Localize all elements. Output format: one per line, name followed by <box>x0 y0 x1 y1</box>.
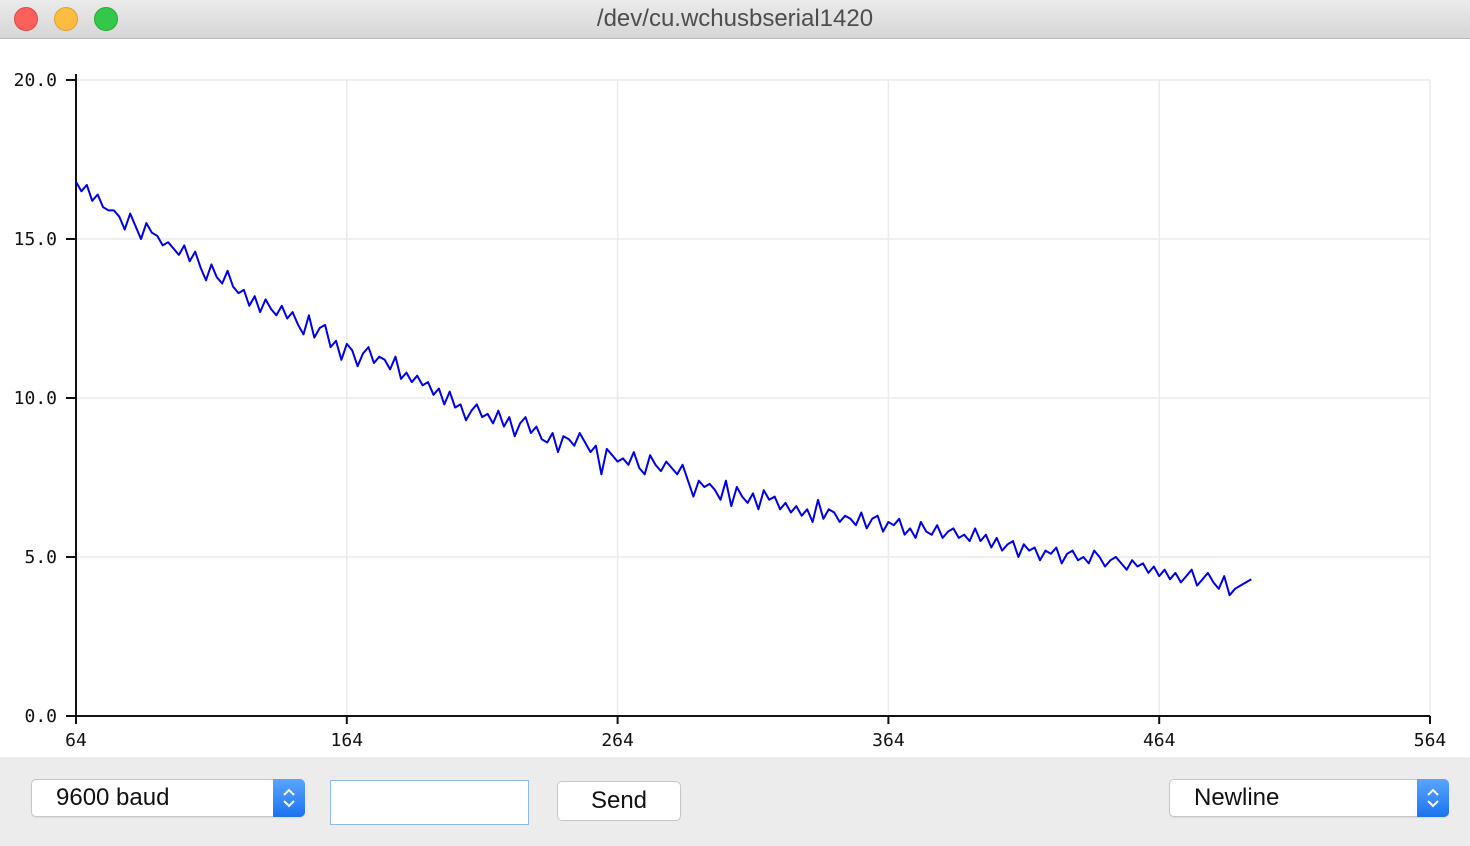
serial-controls-bar: 9600 baud Send Newline <box>0 757 1470 846</box>
select-chevron-icon[interactable] <box>1417 779 1449 817</box>
y-tick-label: 0.0 <box>24 706 57 727</box>
window-title: /dev/cu.wchusbserial1420 <box>596 5 874 32</box>
x-tick-label: 164 <box>331 730 364 751</box>
send-button[interactable]: Send <box>557 781 681 821</box>
select-chevron-icon[interactable] <box>273 779 305 817</box>
line-ending-select[interactable]: Newline <box>1169 779 1449 817</box>
serial-plotter-chart: 64 164 264 364 464 564 0.0 5.0 10.0 15.0 20.0 <box>0 39 1470 757</box>
series-line <box>75 181 1252 597</box>
zoom-window-button[interactable] <box>94 7 118 31</box>
y-tick-label: 20.0 <box>14 70 57 91</box>
baud-rate-label: 9600 baud <box>56 784 170 811</box>
baud-rate-select[interactable]: 9600 baud <box>31 779 305 817</box>
x-tick-label: 464 <box>1143 730 1176 751</box>
title-bar: /dev/cu.wchusbserial1420 <box>0 0 1470 39</box>
y-tick-label: 5.0 <box>24 547 57 568</box>
x-tick-label: 64 <box>65 730 87 751</box>
y-tick-label: 15.0 <box>14 229 57 250</box>
x-tick-label: 264 <box>601 730 634 751</box>
line-ending-label: Newline <box>1194 784 1280 811</box>
y-tick-label: 10.0 <box>14 388 57 409</box>
x-tick-label: 564 <box>1414 730 1447 751</box>
minimize-window-button[interactable] <box>54 7 78 31</box>
x-tick-label: 364 <box>872 730 905 751</box>
serial-message-input[interactable] <box>330 780 529 825</box>
close-window-button[interactable] <box>14 7 38 31</box>
